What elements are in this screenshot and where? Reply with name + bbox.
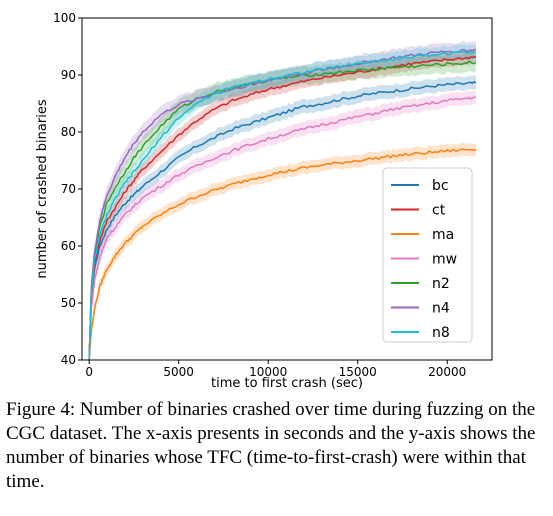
series-line-n2 bbox=[88, 60, 477, 360]
legend-label-n8: n8 bbox=[432, 325, 450, 341]
series-band-ct bbox=[89, 49, 476, 360]
y-tick-label: 50 bbox=[61, 296, 76, 310]
legend-label-mw: mw bbox=[432, 252, 457, 268]
series-line-bc bbox=[88, 80, 477, 360]
y-tick-label: 60 bbox=[61, 239, 76, 253]
series-band-bc bbox=[89, 74, 476, 360]
x-axis-label: time to first crash (sec) bbox=[211, 376, 363, 391]
y-tick-label: 90 bbox=[61, 68, 76, 82]
figure-caption: Figure 4: Number of binaries crashed ove… bbox=[6, 399, 536, 492]
legend: bc ct ma mw n2 n4 n8 bbox=[382, 167, 473, 343]
legend-label-ct: ct bbox=[432, 203, 446, 219]
x-tick-label: 0 bbox=[85, 365, 93, 379]
x-tick-label: 15000 bbox=[339, 365, 377, 379]
series-line-n8 bbox=[88, 50, 477, 360]
series-line-mw bbox=[88, 96, 476, 360]
legend-label-bc: bc bbox=[432, 178, 449, 194]
legend-label-n2: n2 bbox=[432, 276, 450, 292]
y-tick-label: 40 bbox=[61, 353, 76, 367]
y-tick-label: 70 bbox=[61, 182, 76, 196]
x-tick-label: 20000 bbox=[428, 365, 466, 379]
series-line-ct bbox=[88, 56, 476, 360]
series-line-ma bbox=[88, 148, 477, 360]
y-tick-label: 100 bbox=[53, 11, 76, 25]
legend-label-n4: n4 bbox=[432, 301, 450, 317]
y-tick-label: 80 bbox=[61, 125, 76, 139]
series-band-ma bbox=[89, 142, 476, 360]
x-tick-label: 10000 bbox=[249, 365, 287, 379]
legend-label-ma: ma bbox=[432, 227, 454, 243]
y-axis-label: number of crashed binaries bbox=[35, 99, 50, 278]
line-chart: 0 5000 10000 15000 20000 40 50 60 70 80 90 100 time… bbox=[35, 11, 493, 391]
legend-frame bbox=[382, 167, 473, 343]
x-tick-label: 5000 bbox=[163, 365, 194, 379]
